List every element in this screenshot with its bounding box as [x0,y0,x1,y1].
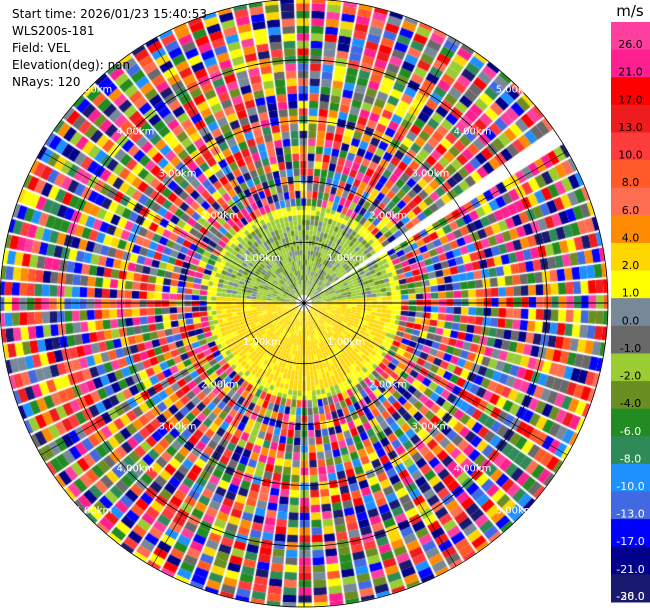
range-ring-label: 1.00km [327,337,365,348]
colorbar-tick-label: 21.0 [618,66,643,79]
range-ring-label: 2.00km [201,211,239,222]
colorbar-tick-label: -10.0 [616,480,644,493]
colorbar-tick-label: 17.0 [618,93,643,106]
colorbar-tick-label: 8.0 [622,176,640,189]
colorbar-tick-label: -2.0 [620,370,641,383]
azimuth-spoke [303,150,568,304]
colorbar-tick-label: -13.0 [616,508,644,521]
scan-info: Start time: 2026/01/23 15:40:53 WLS200s-… [12,6,207,91]
colorbar-tick-label: -30.0 [616,590,644,603]
range-ring-label: 5.00km [496,84,534,95]
range-ring-label: 2.00km [369,211,407,222]
colorbar-tick-label: 13.0 [618,121,643,134]
range-ring-label: 3.00km [159,169,197,180]
colorbar-tick-label: -21.0 [616,563,644,576]
range-ring-label: 5.00km [74,84,112,95]
ray-count: NRays: 120 [12,75,81,89]
colorbar-unit: m/s [616,2,644,20]
colorbar-segment [611,574,650,603]
colorbar-tick-labels: 26.0 21.0 17.0 13.0 10.0 8.0 6.0 4.0 2.0 1.0 0.0 -1… [616,38,644,603]
instrument-name: WLS200s-181 [12,24,95,38]
colorbar-tick-label: -8.0 [620,452,641,465]
colorbar-segment [611,546,650,575]
colorbar-segment [611,242,650,272]
field-name: Field: VEL [12,41,71,55]
colorbar-tick-label: 2.0 [622,259,640,272]
azimuth-spoke [40,302,305,456]
azimuth-spoke [303,302,568,456]
range-ring-label: 2.00km [369,379,407,390]
range-ring-label: 2.00km [201,379,239,390]
range-ring-label: 5.00km [74,506,112,517]
colorbar-segment [611,215,650,244]
colorbar-segment [611,77,650,106]
azimuth-spoke [151,302,305,567]
colorbar-segment [611,325,650,354]
colorbar-segment [611,519,650,548]
azimuth-spoke [303,302,457,567]
elevation: Elevation(deg): nan [12,58,131,72]
colorbar-segment [611,270,650,299]
colorbar-segment [611,49,650,78]
azimuth-spoke [303,39,457,304]
colorbar-tick-label: -17.0 [616,535,644,548]
colorbar-tick-label: 1.0 [622,287,640,300]
colorbar-tick-label: -4.0 [620,397,641,410]
range-ring-labels: 1.00km 1.00km 1.00km 1.00km 2.00km 2.00km 2.00… [74,84,533,516]
colorbar-segment [611,353,650,382]
colorbar-segment [611,408,650,437]
colorbar-segment [611,298,650,327]
colorbar-segment [611,463,650,493]
colorbar-segments [611,22,650,603]
range-ring-label: 1.00km [243,337,281,348]
colorbar-segment [611,187,650,216]
colorbar-segment [611,491,650,520]
range-ring-label: 4.00km [117,464,155,475]
colorbar-segment [611,381,650,410]
colorbar-segment [611,132,650,161]
azimuth-spoke [40,150,305,304]
colorbar-segment [611,22,650,51]
range-ring-label: 1.00km [327,253,365,264]
range-ring-label: 3.00km [159,421,197,432]
range-ring-label: 1.00km [243,253,281,264]
colorbar-tick-label: 0.0 [622,314,640,327]
range-ring-label: 4.00km [454,464,492,475]
range-ring-label: 4.00km [117,126,155,137]
colorbar-tick-label: 26.0 [618,38,643,51]
colorbar-tick-label: -6.0 [620,425,641,438]
range-ring-label: 4.00km [454,126,492,137]
colorbar-segment [611,104,650,133]
colorbar-segment [611,436,650,465]
colorbar-tick-label: 6.0 [622,204,640,217]
range-ring-label: 3.00km [411,169,449,180]
colorbar-tick-label: 10.0 [618,149,643,162]
colorbar-tick-label: 4.0 [622,231,640,244]
colorbar-tick-label: -1.0 [620,342,641,355]
colorbar-segment [611,160,650,189]
range-rings [0,0,609,608]
range-ring-label: 5.00km [496,506,534,517]
range-ring-label: 3.00km [411,421,449,432]
start-time: Start time: 2026/01/23 15:40:53 [12,7,207,21]
azimuth-spoke [151,39,305,304]
colorbar-tick-label: -26.0 [616,590,644,603]
